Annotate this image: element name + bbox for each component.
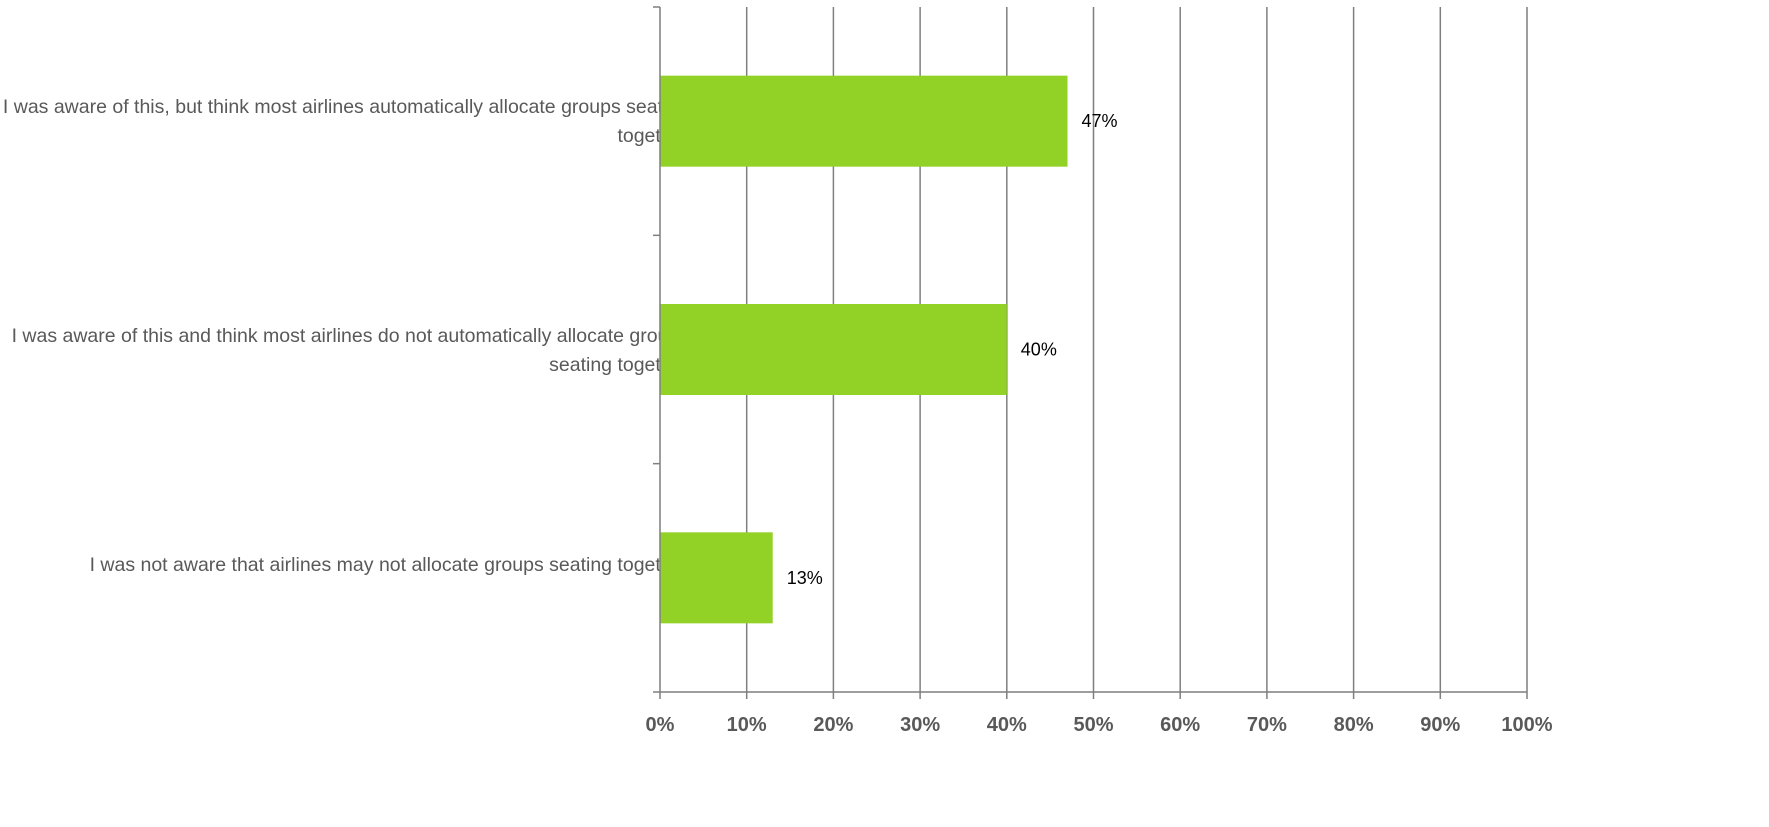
x-tick-label: 90% [1420,714,1460,736]
x-tick-label: 0% [646,714,675,736]
labels: 0% 10% 20% 30% 40% 50% 60% 70% 80% 90% 100% 47% 40% 1… [646,111,1553,736]
x-tick-label: 60% [1160,714,1200,736]
bar [660,304,1007,395]
data-label: 47% [1081,111,1117,131]
x-tick-label: 50% [1073,714,1113,736]
x-tick-label: 20% [813,714,853,736]
bars [660,75,1068,624]
category-label-2: I was aware of this and think most airli… [11,325,689,376]
axes [653,6,1528,699]
x-tick-label: 30% [900,714,940,736]
x-tick-label: 10% [727,714,767,736]
bar [660,75,1068,167]
bar [660,532,773,624]
data-label: 40% [1021,340,1057,360]
x-tick-label: 100% [1501,714,1552,736]
category-label-3: I was not aware that airlines may not al… [89,554,689,576]
x-tick-label: 40% [987,714,1027,736]
data-label: 13% [787,568,823,588]
x-tick-label: 80% [1334,714,1374,736]
x-tick-label: 70% [1247,714,1287,736]
gridlines [745,7,1528,692]
